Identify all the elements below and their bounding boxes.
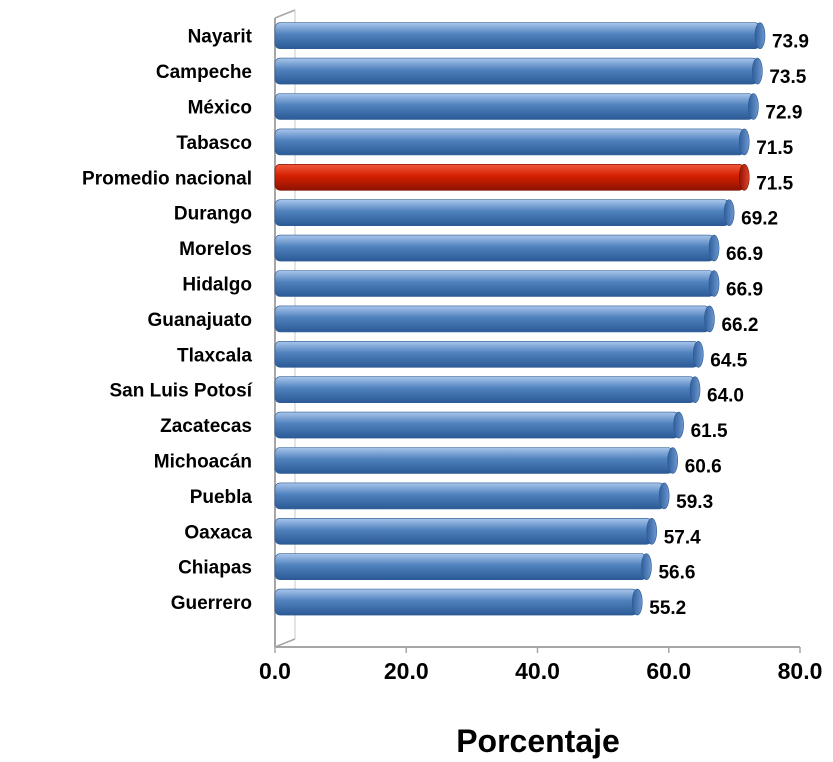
value-label: 72.9 (765, 103, 802, 124)
category-label: Michoacán (154, 452, 252, 473)
category-label: Oaxaca (184, 522, 252, 543)
bar-body (274, 517, 652, 545)
x-tick-label: 40.0 (515, 658, 560, 684)
bar-body (274, 199, 730, 226)
category-label: Puebla (190, 487, 253, 508)
bar-san-luis-potosí (274, 376, 701, 404)
bar-end-cap (646, 517, 657, 545)
category-label: México (188, 98, 252, 119)
bar-body (274, 588, 638, 616)
value-label: 57.4 (664, 527, 701, 548)
bar-body (274, 164, 745, 191)
bar-body (274, 482, 665, 510)
bar-end-cap (708, 270, 720, 297)
bar-puebla (274, 482, 670, 510)
category-label: Guanajuato (147, 310, 252, 331)
value-label: 71.5 (756, 138, 793, 159)
value-label: 60.6 (685, 457, 722, 478)
bar-end-cap (641, 553, 652, 581)
axis-depth-bottom (274, 638, 296, 648)
category-label: Zacatecas (160, 416, 252, 437)
bar-oaxaca (274, 517, 657, 545)
bar-chiapas (274, 553, 652, 581)
bar-durango (274, 199, 735, 226)
bars (274, 22, 766, 616)
bar-morelos (274, 234, 720, 262)
bar-body (274, 447, 673, 474)
bar-méxico (274, 93, 759, 120)
bar-body (274, 340, 699, 368)
category-label: Tabasco (176, 133, 252, 154)
value-label: 64.5 (710, 350, 747, 371)
value-label: 71.5 (756, 173, 793, 194)
bar-zacatecas (274, 411, 684, 439)
category-label: Guerrero (171, 593, 252, 614)
bar-end-cap (692, 340, 704, 368)
bar-end-cap (708, 234, 720, 262)
bar-michoacán (274, 447, 678, 474)
value-label: 69.2 (741, 209, 778, 230)
bar-body (274, 553, 647, 581)
x-tick-label: 60.0 (646, 658, 691, 684)
bar-end-cap (673, 411, 684, 439)
bar-body (274, 305, 710, 333)
category-labels: Nayarit Campeche México Tabasco Promedio nac… (82, 27, 253, 614)
category-label: Nayarit (188, 27, 253, 48)
bar-end-cap (723, 199, 735, 226)
value-label: 61.5 (691, 421, 728, 442)
bar-tlaxcala (274, 340, 704, 368)
bar-end-cap (738, 128, 750, 156)
x-tick-label: 80.0 (778, 658, 823, 684)
bar-end-cap (754, 22, 766, 50)
bar-tabasco (274, 128, 750, 156)
bar-end-cap (752, 57, 763, 85)
bar-end-cap (631, 588, 643, 616)
value-label: 66.2 (721, 315, 758, 336)
value-label: 59.3 (676, 492, 713, 513)
bar-body (274, 411, 679, 439)
bar-body (274, 270, 715, 297)
x-tick-labels: 0.0 20.0 40.0 60.0 80.0 (259, 647, 822, 684)
category-label: Promedio nacional (82, 168, 252, 189)
value-labels: 73.9 73.5 72.9 71.5 71.5 69.2 66.9 66.9 66.2 64.5… (649, 32, 809, 619)
x-tick-label: 20.0 (384, 658, 429, 684)
bar-end-cap (667, 447, 678, 474)
bar-promedio-nacional (274, 164, 750, 191)
value-label: 56.6 (658, 563, 695, 584)
axis-depth-top (274, 9, 296, 19)
bar-guanajuato (274, 305, 715, 333)
bar-end-cap (748, 93, 759, 120)
value-label: 73.9 (772, 32, 809, 53)
category-label: Morelos (179, 239, 252, 260)
bar-end-cap (658, 482, 670, 510)
x-axis-title: Porcentaje (456, 723, 620, 759)
bar-body (274, 93, 754, 120)
bar-end-cap (689, 376, 701, 404)
category-label: Durango (174, 204, 252, 225)
bar-body (274, 376, 696, 404)
bar-body (274, 57, 758, 85)
bar-body (274, 22, 761, 50)
x-tick-label: 0.0 (259, 658, 291, 684)
category-label: Tlaxcala (177, 345, 252, 366)
bar-end-cap (738, 164, 750, 191)
bar-guerrero (274, 588, 643, 616)
bar-body (274, 128, 745, 156)
bar-hidalgo (274, 270, 720, 297)
value-label: 66.9 (726, 244, 763, 265)
value-label: 64.0 (707, 386, 744, 407)
value-label: 55.2 (649, 598, 686, 619)
bar-campeche (274, 57, 763, 85)
bar-nayarit (274, 22, 766, 50)
category-label: San Luis Potosí (109, 381, 252, 402)
value-label: 73.5 (769, 67, 806, 88)
category-label: Hidalgo (182, 275, 252, 296)
category-label: Campeche (156, 62, 252, 83)
value-label: 66.9 (726, 280, 763, 301)
bar-end-cap (704, 305, 715, 333)
bar-body (274, 234, 715, 262)
category-label: Chiapas (178, 558, 252, 579)
